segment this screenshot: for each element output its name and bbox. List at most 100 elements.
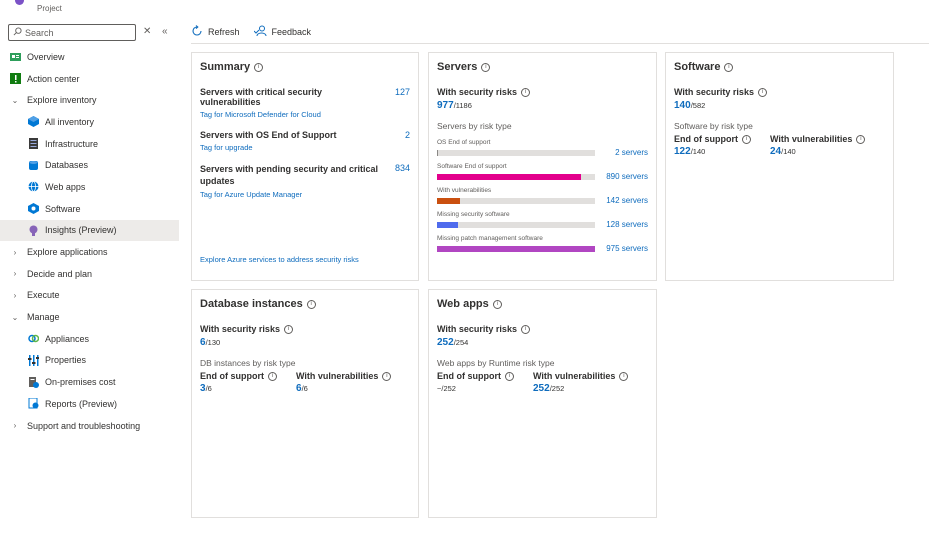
sidebar-item-label: Explore applications (27, 247, 108, 258)
servers-title-row: Servers i (437, 61, 648, 73)
info-icon[interactable]: i (492, 299, 502, 309)
sidebar-item-appliances[interactable]: Appliances (0, 328, 179, 350)
card-title: Database instances (200, 298, 303, 310)
tag-link[interactable]: Tag for upgrade (200, 143, 253, 152)
vuln-value[interactable]: 24 (770, 146, 782, 157)
sidebar-item-properties[interactable]: Properties (0, 350, 179, 372)
by-type-label: DB instances by risk type (200, 358, 296, 368)
sidebar-item-label: Decide and plan (27, 268, 93, 279)
sidebar-item-databases[interactable]: Databases (0, 154, 179, 176)
explore-azure-link[interactable]: Explore Azure services to address securi… (200, 255, 359, 264)
info-icon[interactable]: i (283, 324, 293, 334)
sidebar-item-explore-applications[interactable]: › Explore applications (0, 241, 179, 263)
vuln-column: With vulnerabilities i 252/252 (533, 371, 629, 394)
search-box[interactable] (8, 24, 136, 41)
chevron-right-icon: › (13, 421, 17, 431)
tag-link[interactable]: Tag for Microsoft Defender for Cloud (200, 110, 321, 119)
feedback-button[interactable]: Feedback (253, 25, 311, 39)
info-icon[interactable]: i (254, 62, 264, 72)
sidebar-item-decide-and-plan[interactable]: › Decide and plan (0, 263, 179, 285)
risk-value[interactable]: 977 (437, 100, 454, 111)
eos-total: /6 (205, 384, 212, 393)
info-icon[interactable]: i (619, 371, 629, 381)
sidebar-item-software[interactable]: Software (0, 198, 179, 220)
sidebar-item-insights[interactable]: Insights (Preview) (0, 219, 179, 242)
summary-row-count[interactable]: 834 (394, 163, 410, 173)
eos-column: End of support i 122/140 (674, 134, 770, 157)
risk-value[interactable]: 252 (437, 337, 454, 348)
bar-track (437, 245, 595, 252)
info-icon[interactable]: i (382, 371, 392, 381)
info-icon[interactable]: i (520, 87, 530, 97)
eos-value[interactable]: 3 (200, 383, 206, 394)
database-icon (28, 160, 39, 171)
risk-type-columns: End of support i ~/252 With vulnerabiliti… (437, 371, 648, 394)
toolbar: Refresh Feedback (191, 22, 325, 42)
info-icon[interactable]: i (757, 87, 767, 97)
refresh-button[interactable]: Refresh (191, 25, 240, 39)
info-icon[interactable]: i (742, 134, 751, 144)
servers-card: Servers i With security risks i 977/1186… (428, 52, 657, 281)
sidebar-item-explore-inventory[interactable]: ⌄ Explore inventory (0, 89, 179, 111)
overview-icon (10, 51, 21, 62)
sidebar-item-overview[interactable]: Overview (0, 46, 179, 68)
sidebar-item-reports[interactable]: Reports (Preview) (0, 393, 179, 415)
sidebar-item-label: Web apps (45, 181, 86, 192)
info-icon[interactable]: i (724, 62, 734, 72)
risk-label-row: With security risks i (674, 87, 885, 97)
clear-icon[interactable]: ✕ (143, 26, 152, 37)
risk-bar-item: OS End of support 2 servers (437, 139, 648, 157)
risk-value[interactable]: 140 (674, 100, 691, 111)
info-icon[interactable]: i (856, 134, 866, 144)
info-icon[interactable]: i (505, 371, 514, 381)
risk-value[interactable]: 6 (200, 337, 206, 348)
summary-title-row: Summary i (200, 61, 410, 73)
bar-count[interactable]: 142 servers (606, 196, 648, 205)
vuln-value[interactable]: 6 (296, 383, 302, 394)
chevron-down-icon: ⌄ (11, 312, 19, 322)
sidebar-item-on-premises-cost[interactable]: On-premises cost (0, 371, 179, 393)
sidebar-item-label: Reports (Preview) (45, 398, 118, 409)
info-icon[interactable]: i (520, 324, 530, 334)
bar-label: With vulnerabilities (437, 187, 492, 194)
sidebar-item-manage[interactable]: ⌄ Manage (0, 306, 179, 328)
eos-total: /140 (690, 147, 706, 156)
sidebar-item-support[interactable]: › Support and troubleshooting (0, 415, 179, 437)
bar-count[interactable]: 2 servers (615, 148, 648, 157)
tag-link[interactable]: Tag for Azure Update Manager (200, 190, 303, 199)
bar-label: OS End of support (437, 139, 491, 146)
feedback-icon (253, 25, 272, 39)
sidebar-item-label: Manage (27, 312, 60, 323)
summary-row-count[interactable]: 2 (404, 130, 410, 140)
sidebar-item-execute[interactable]: › Execute (0, 285, 179, 307)
sidebar: Project ✕ « Overview Action center ⌄ Exp… (0, 0, 179, 536)
bar-row: 890 servers (437, 172, 648, 181)
summary-row-count[interactable]: 127 (394, 87, 410, 97)
bar-track (437, 173, 595, 180)
sidebar-item-web-apps[interactable]: Web apps (0, 176, 179, 198)
risk-value-row: 252/254 (437, 337, 648, 348)
sidebar-item-infrastructure[interactable]: Infrastructure (0, 133, 179, 155)
bar-row: 128 servers (437, 220, 648, 229)
card-title: Servers (437, 61, 478, 73)
search-input[interactable] (25, 27, 125, 38)
bar-count[interactable]: 128 servers (606, 220, 648, 229)
bar-count[interactable]: 975 servers (606, 244, 648, 253)
bar-label: Software End of support (437, 163, 507, 170)
info-icon[interactable]: i (268, 371, 277, 381)
vuln-label-row: With vulnerabilities i (770, 134, 866, 144)
vuln-value[interactable]: 252 (533, 383, 550, 394)
eos-value[interactable]: 122 (674, 146, 691, 157)
bar-fill (437, 245, 595, 252)
bar-count[interactable]: 890 servers (606, 172, 648, 181)
info-icon[interactable]: i (481, 62, 491, 72)
sidebar-item-action-center[interactable]: Action center (0, 68, 179, 90)
collapse-icon[interactable]: « (162, 26, 168, 37)
sidebar-item-all-inventory[interactable]: All inventory (0, 111, 179, 133)
risk-label-row: With security risks i (437, 324, 648, 334)
risk-value-row: 977/1186 (437, 100, 648, 111)
risk-total: /254 (453, 338, 469, 347)
properties-icon (28, 354, 39, 366)
chevron-down-icon: ⌄ (11, 95, 19, 105)
info-icon[interactable]: i (306, 299, 316, 309)
